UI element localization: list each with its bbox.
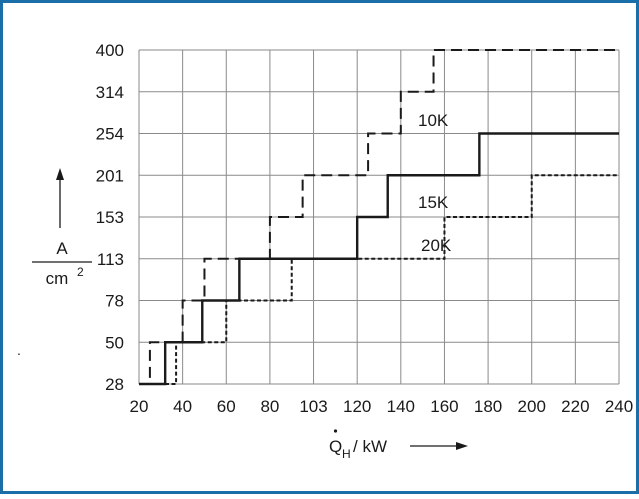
series-15k-line: [139, 132, 619, 386]
x-tick-label: 200: [518, 397, 546, 416]
y-tick-label: 113: [97, 250, 124, 269]
series-20k-line: [139, 174, 619, 385]
y-axis-title: A cm 2: [32, 168, 92, 288]
series-label-20k: 20K: [421, 236, 452, 255]
y-tick-labels: 28 50 78 113 153 201 254 314 400: [96, 41, 124, 394]
x-tick-label: 120: [343, 397, 371, 416]
x-tick-label: 140: [387, 397, 415, 416]
y-tick-label: 254: [96, 125, 124, 144]
y-axis-arrowhead: [56, 168, 64, 180]
x-tick-label: 80: [260, 397, 279, 416]
x-tick-label: 20: [130, 397, 149, 416]
y-tick-label: 153: [96, 208, 124, 227]
y-axis-title-sup: 2: [77, 265, 84, 279]
x-axis-arrowhead: [456, 442, 468, 450]
x-tick-label: 160: [430, 397, 458, 416]
series-layer: [139, 49, 619, 386]
y-tick-label: 28: [105, 375, 124, 394]
y-tick-label: 50: [105, 333, 124, 352]
q-dot-accent: [333, 429, 338, 433]
x-tick-label: 103: [299, 397, 327, 416]
x-tick-labels: 20 40 60 80 103 120 140 160 180 200 220 240: [130, 397, 634, 416]
x-tick-label: 240: [605, 397, 633, 416]
series-10k-line: [139, 49, 619, 385]
x-axis-title: Q H / kW: [329, 429, 468, 461]
x-tick-label: 40: [173, 397, 192, 416]
stray-dot: .: [17, 342, 21, 358]
y-tick-label: 400: [96, 41, 124, 60]
y-tick-label: 78: [105, 292, 124, 311]
x-axis-title-q: Q: [329, 437, 342, 456]
y-tick-label: 201: [96, 166, 124, 185]
series-label-15k: 15K: [418, 193, 449, 212]
x-axis-title-sub: H: [342, 447, 351, 461]
series-label-10k: 10K: [418, 111, 449, 130]
x-axis-title-unit: / kW: [353, 437, 387, 456]
x-tick-label: 180: [474, 397, 502, 416]
y-axis-title-bottom: cm: [46, 269, 69, 288]
y-tick-label: 314: [96, 83, 124, 102]
x-tick-label: 220: [561, 397, 589, 416]
x-tick-label: 60: [217, 397, 236, 416]
y-axis-title-top: A: [56, 239, 68, 258]
